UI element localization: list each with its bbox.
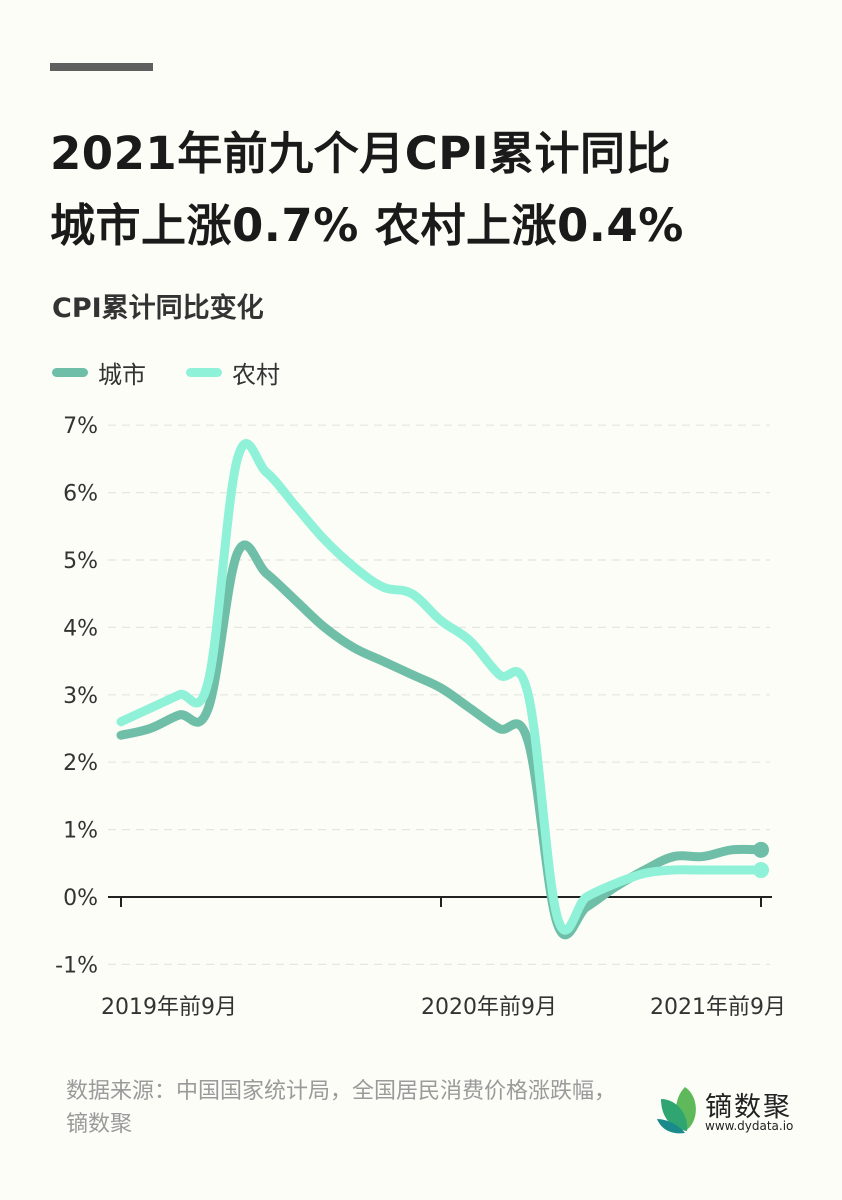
title-line-1: 2021年前九个月CPI累计同比 <box>50 127 671 180</box>
brand-logo: 镝数聚 www.dydata.io <box>655 1085 835 1135</box>
x-tick-label: 2020年前9月 <box>421 995 557 1020</box>
series-end-marker <box>753 841 769 858</box>
legend: 城市 农村 <box>52 355 280 390</box>
x-tick-label: 2019年前9月 <box>101 995 237 1020</box>
y-tick-label: 0% <box>63 886 98 911</box>
y-tick-label: 2% <box>63 751 98 776</box>
series-end-marker <box>753 862 769 879</box>
series-line-rural <box>116 439 766 935</box>
legend-label: 城市 <box>98 361 146 389</box>
chart-title: CPI累计同比变化 <box>52 293 264 324</box>
logo-name: 镝数聚 <box>705 1092 792 1123</box>
y-tick-label: 4% <box>63 616 98 641</box>
legend-swatch-city <box>52 368 88 377</box>
logo-url: www.dydata.io <box>705 1119 794 1133</box>
line-chart: -1% 0% 1% 2% 3% 4% 5% 6% 7% 2019年前9月 2020年前9月 2021年… <box>55 414 786 1020</box>
y-tick-label: 7% <box>63 414 98 439</box>
leaf-logo-icon <box>657 1087 696 1134</box>
x-tick-label: 2021年前9月 <box>650 995 786 1020</box>
y-tick-label: 6% <box>63 482 98 507</box>
legend-label: 农村 <box>232 361 280 389</box>
data-source-note: 数据来源：中国国家统计局，全国居民消费价格涨跌幅，镝数聚 <box>66 1079 617 1137</box>
y-tick-label: -1% <box>55 953 98 978</box>
y-tick-label: 5% <box>63 549 98 574</box>
title-accent-bar <box>50 63 153 71</box>
legend-swatch-rural <box>186 368 222 377</box>
legend-item-city: 城市 <box>52 355 146 390</box>
y-tick-label: 1% <box>63 819 98 844</box>
page-title: 2021年前九个月CPI累计同比 城市上涨0.7% 农村上涨0.4% <box>50 118 684 262</box>
y-tick-label: 3% <box>63 684 98 709</box>
legend-item-rural: 农村 <box>186 355 280 390</box>
title-line-2: 城市上涨0.7% 农村上涨0.4% <box>50 199 684 252</box>
